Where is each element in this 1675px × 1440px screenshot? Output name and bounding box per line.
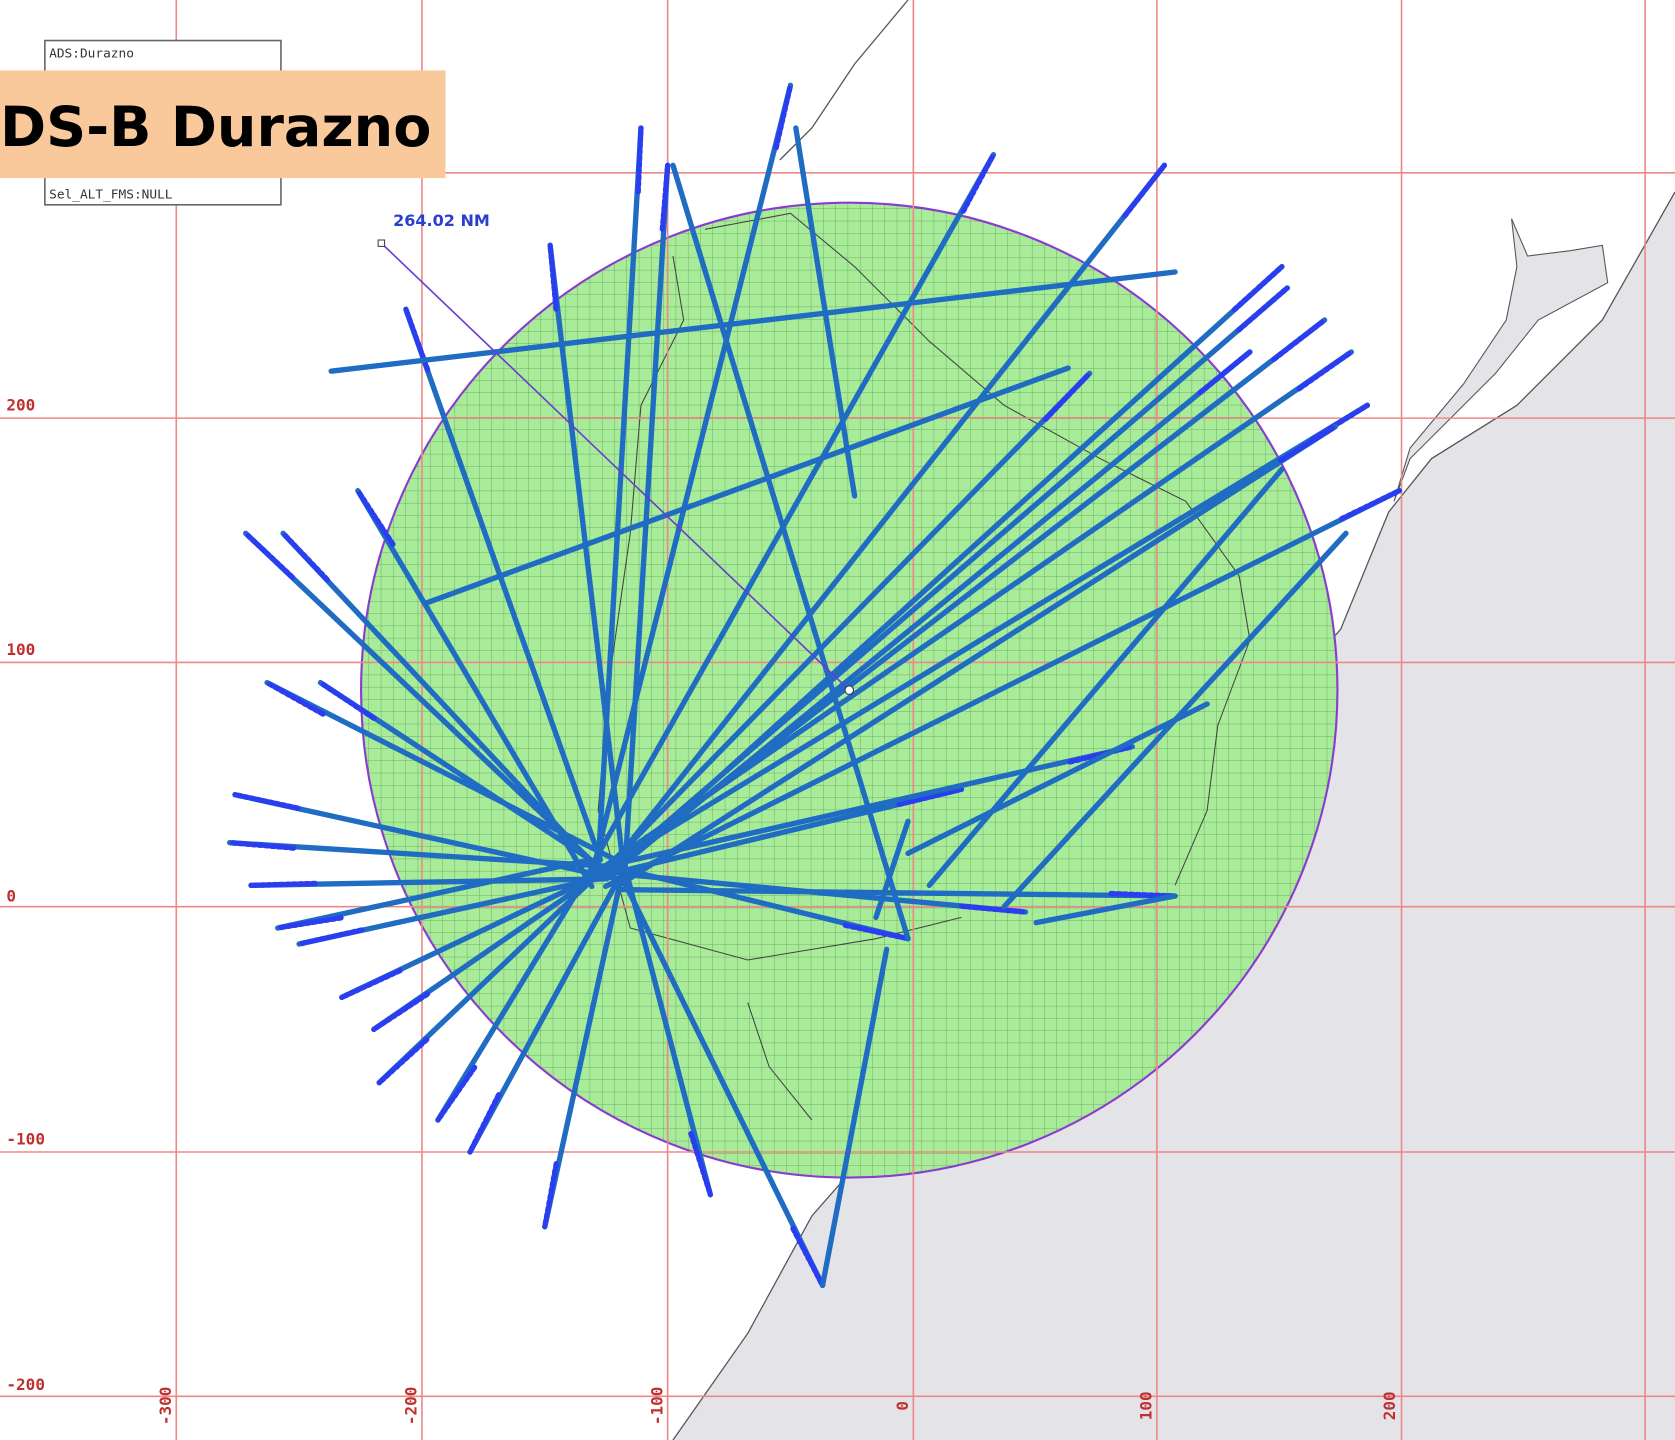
x-label: -300 xyxy=(156,1387,175,1426)
track-tail xyxy=(243,530,296,580)
range-end xyxy=(377,239,386,247)
flight-track xyxy=(873,818,911,920)
flight-track xyxy=(609,370,1093,865)
track-tail xyxy=(371,991,431,1032)
flight-track xyxy=(547,242,629,892)
track-tail xyxy=(1296,349,1354,392)
flight-track xyxy=(280,530,599,870)
flight-track xyxy=(595,125,644,867)
flight-track xyxy=(603,488,1403,890)
y-label: -200 xyxy=(6,1375,45,1394)
track-tail xyxy=(773,82,794,151)
flight-track xyxy=(793,125,858,499)
range-label: 264.02 NM xyxy=(393,211,490,230)
track-tail xyxy=(1231,264,1285,313)
track-tail xyxy=(317,680,377,721)
track-tail xyxy=(296,927,365,947)
x-label: 0 xyxy=(893,1401,912,1411)
flight-track xyxy=(619,874,826,1288)
track-tail xyxy=(1236,285,1290,333)
track-tail xyxy=(1122,162,1168,219)
y-label: 200 xyxy=(6,396,35,415)
range-line xyxy=(380,242,850,691)
track-tail xyxy=(1197,349,1253,396)
track-tail xyxy=(232,792,301,811)
track-tail xyxy=(842,922,911,942)
flight-track xyxy=(355,488,595,890)
track-tail xyxy=(339,967,403,1000)
flight-track xyxy=(819,946,890,1288)
track-tail xyxy=(688,1130,714,1198)
radar-site xyxy=(844,685,855,695)
track-tail xyxy=(959,903,1029,915)
x-label: -100 xyxy=(647,1387,666,1426)
flight-track xyxy=(328,269,1178,374)
flight-track xyxy=(622,162,671,874)
flight-track xyxy=(275,857,594,931)
flight-track xyxy=(670,162,911,942)
track-tail xyxy=(467,1092,502,1155)
info-line: ADS:Durazno xyxy=(49,47,134,62)
flight-track xyxy=(264,680,623,865)
flight-track xyxy=(592,152,997,863)
y-label: -100 xyxy=(6,1130,45,1149)
flight-tracks xyxy=(227,82,1403,1288)
track-tail xyxy=(960,152,997,214)
track-tail xyxy=(275,915,344,931)
track-tail xyxy=(376,1037,430,1086)
track-tail xyxy=(1339,488,1403,522)
x-label: 200 xyxy=(1380,1391,1399,1420)
track-tail xyxy=(635,125,644,195)
flight-track xyxy=(617,424,1338,887)
track-tail xyxy=(547,242,559,312)
x-label: -200 xyxy=(402,1387,421,1426)
track-tail xyxy=(659,162,671,232)
flight-track xyxy=(424,365,1071,606)
track-tail xyxy=(227,840,297,851)
y-label: 0 xyxy=(6,886,16,905)
track-tail xyxy=(896,786,965,808)
flight-track xyxy=(403,306,604,863)
flight-track xyxy=(625,876,714,1198)
flight-track xyxy=(905,701,1210,856)
title: DS-B Durazno xyxy=(0,95,431,160)
track-tail xyxy=(264,680,326,717)
flight-track xyxy=(607,317,1328,874)
track-tail xyxy=(248,880,318,888)
track-tail xyxy=(1271,317,1328,362)
lagoon xyxy=(1393,218,1609,502)
track-tail xyxy=(280,530,330,583)
flight-track xyxy=(243,530,601,870)
flight-track xyxy=(435,863,596,1123)
flight-track xyxy=(926,466,1285,888)
flight-track xyxy=(1033,893,1178,926)
flight-track xyxy=(610,402,1371,866)
track-tail xyxy=(542,1161,559,1230)
flight-track xyxy=(1001,530,1349,910)
track-tail xyxy=(1278,424,1338,463)
title-box xyxy=(0,70,446,179)
flight-track xyxy=(612,744,1136,867)
x-label: 100 xyxy=(1137,1391,1156,1420)
track-tail xyxy=(355,488,396,547)
flight-track xyxy=(586,82,794,886)
track-tail xyxy=(1042,370,1093,423)
track-tail xyxy=(790,1225,826,1288)
y-label: 100 xyxy=(6,640,35,659)
flight-track xyxy=(604,264,1285,882)
track-tail xyxy=(435,1064,478,1123)
info-line: Sel_ALT_FMS:NULL xyxy=(49,187,173,202)
